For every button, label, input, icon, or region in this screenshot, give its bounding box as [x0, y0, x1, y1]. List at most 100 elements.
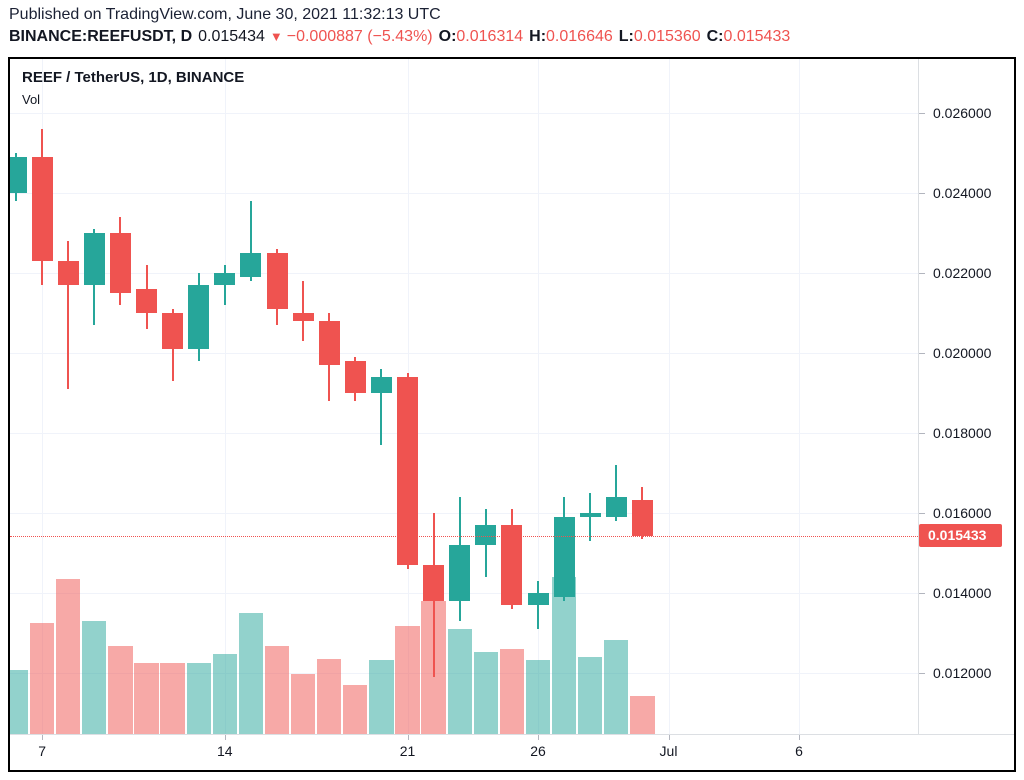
low-label: L: [618, 28, 634, 45]
time-tick-mark [538, 735, 539, 740]
time-tick-label: 7 [38, 743, 46, 759]
symbol-status-line: BINANCE:REEFUSDT, D 0.015434 ▼ −0.000887 (−… [9, 27, 790, 47]
candle-wick [223, 265, 226, 305]
candle-body [344, 361, 366, 393]
close-value: 0.015433 [723, 28, 791, 45]
candle-wick [249, 201, 252, 281]
candle-body [83, 233, 105, 285]
candle-body [162, 313, 184, 349]
price-tick-label: 0.012000 [933, 665, 992, 681]
low-value: 0.015360 [633, 28, 701, 45]
last-price-line [10, 535, 918, 537]
candle-body [527, 593, 549, 605]
volume-bar [343, 685, 368, 734]
candle-wick [537, 581, 539, 629]
v-gridline [42, 59, 44, 734]
price-tick-label: 0.014000 [933, 585, 992, 601]
volume-bar [317, 658, 342, 734]
price-tick-label: 0.024000 [933, 185, 992, 201]
v-gridline [668, 59, 670, 734]
candle-body [449, 545, 471, 601]
h-gridline [10, 193, 918, 194]
volume-bar [82, 621, 107, 734]
candle-body [501, 525, 523, 605]
time-tick-label: 21 [399, 743, 416, 759]
volume-bar [447, 628, 472, 734]
volume-bar [630, 696, 655, 734]
price-tick-mark [919, 673, 925, 674]
volume-bar [578, 657, 603, 734]
price-tick-label: 0.026000 [933, 105, 992, 121]
candle-wick [615, 465, 618, 521]
candle-wick [589, 493, 592, 541]
time-tick-label: 14 [217, 743, 233, 759]
volume-bar [29, 622, 55, 734]
symbol-name: BINANCE:REEFUSDT, D [9, 28, 193, 45]
price-axis[interactable]: 0.026000 0.024000 0.022000 0.020000 0.018000… [918, 59, 1014, 734]
price-tick-mark [919, 353, 925, 354]
last-price: 0.015434 [198, 28, 265, 45]
volume-bar [395, 625, 420, 734]
candle-body [109, 233, 131, 293]
price-tick-label: 0.020000 [933, 345, 992, 361]
candle-body [553, 517, 575, 597]
volume-bar [108, 646, 133, 734]
time-tick-mark [42, 735, 44, 740]
plot-area[interactable]: REEF / TetherUS, 1D, BINANCE Vol [10, 59, 918, 734]
time-tick-label: Jul [659, 743, 678, 759]
high-label: H: [529, 28, 547, 45]
volume-bar [238, 613, 264, 734]
high-value: 0.016646 [546, 28, 613, 45]
v-gridline [224, 59, 226, 734]
h-gridline [10, 113, 918, 114]
time-tick-label: 6 [795, 743, 803, 759]
candle-body [31, 157, 53, 261]
candle-wick [380, 369, 383, 445]
price-tick-mark [919, 593, 925, 594]
volume-bar [56, 578, 81, 734]
candle-body [370, 377, 392, 393]
candle-body [57, 261, 79, 285]
candle-body [423, 565, 445, 601]
volume-bar [212, 653, 237, 734]
v-gridline [799, 59, 800, 734]
price-tick-mark [919, 433, 925, 434]
volume-indicator-label: Vol [22, 92, 41, 107]
chart-frame: REEF / TetherUS, 1D, BINANCE Vol 0.02600… [8, 57, 1016, 772]
price-tick-label: 0.018000 [933, 425, 992, 441]
open-value: 0.016314 [456, 28, 524, 45]
open-label: O: [438, 28, 457, 45]
price-tick-mark [919, 513, 925, 514]
candle-body [136, 289, 157, 313]
time-tick-mark [224, 735, 226, 740]
h-gridline [10, 513, 918, 514]
volume-bar [134, 663, 159, 734]
published-line: Published on TradingView.com, June 30, 2… [9, 6, 441, 23]
candle-body [266, 253, 288, 309]
price-tick-mark [919, 113, 925, 114]
price-tick-label: 0.022000 [933, 265, 992, 281]
volume-bar [186, 663, 211, 734]
v-gridline [538, 59, 539, 734]
candle-body [475, 525, 497, 545]
volume-bar [290, 674, 316, 734]
last-price-tag: 0.015433 [919, 524, 1002, 548]
candle-body [318, 321, 340, 365]
price-tick-label: 0.016000 [933, 505, 992, 521]
time-tick-mark [668, 735, 670, 740]
time-axis[interactable]: 7 14 21 26 Jul 6 [10, 734, 1014, 770]
volume-bar [160, 663, 185, 734]
price-tick-mark [919, 273, 925, 274]
volume-bar [264, 646, 290, 734]
candle-body [397, 377, 418, 565]
price-tick-mark [919, 193, 925, 194]
candle-body [605, 497, 627, 517]
volume-bar [604, 639, 629, 734]
high-group: H:0.016646 [529, 28, 613, 45]
candle-body [10, 157, 27, 193]
open-group: O:0.016314 [439, 28, 524, 45]
candle-wick [67, 241, 70, 389]
candle-body [292, 313, 314, 321]
header: Published on TradingView.com, June 30, 2… [9, 5, 790, 47]
h-gridline [10, 273, 918, 274]
